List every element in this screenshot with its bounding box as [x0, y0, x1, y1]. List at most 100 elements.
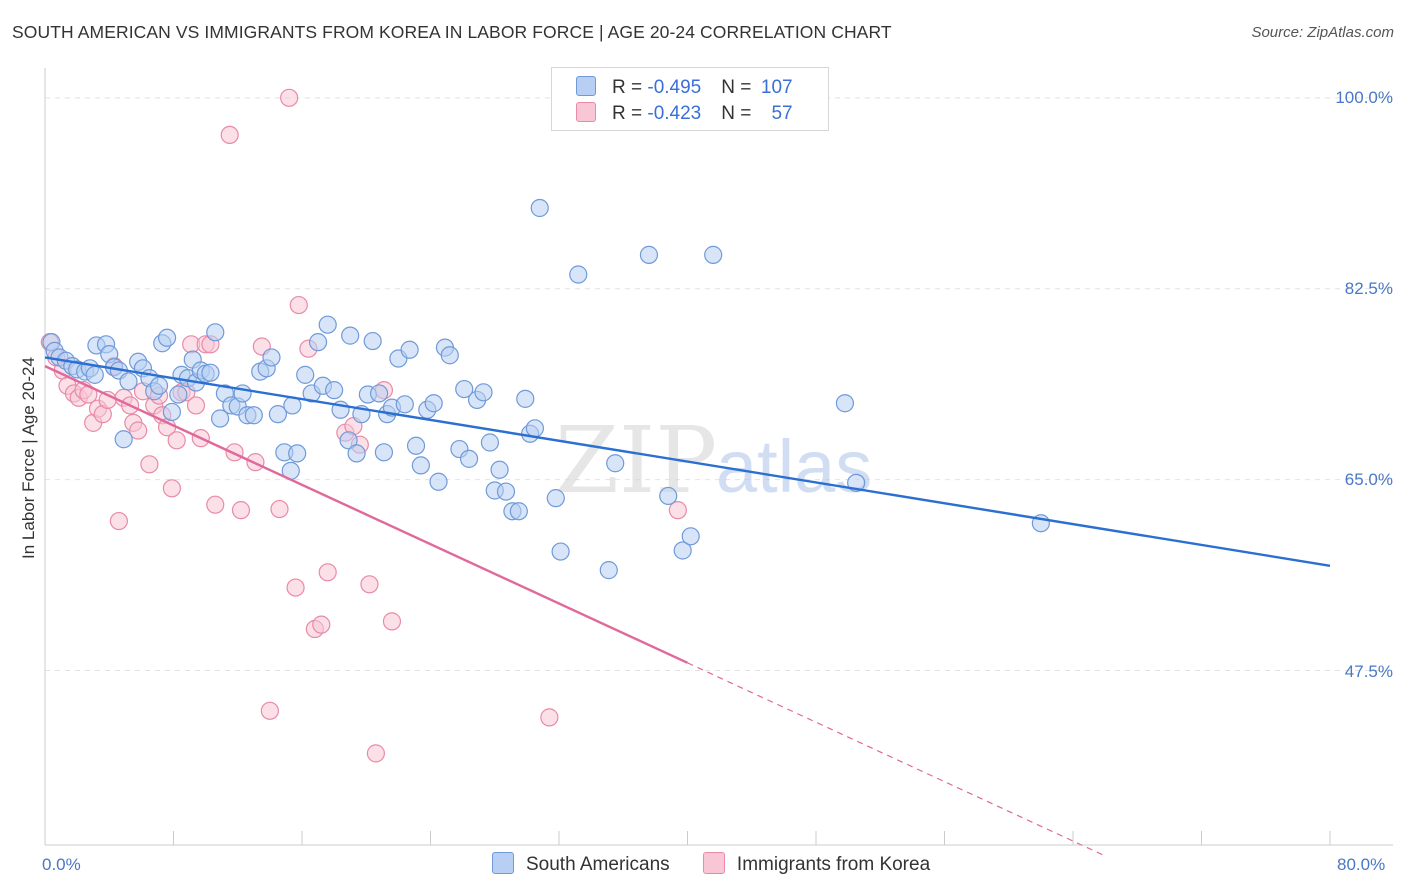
south-americans-point-31 [201, 363, 220, 382]
south-americans-point-68 [406, 436, 426, 455]
south-americans-point-24 [169, 385, 188, 404]
legend-swatch-south-americans [576, 76, 596, 96]
south-americans-point-96 [659, 486, 678, 506]
trend-line-korea [44, 365, 689, 664]
south-americans-point-22 [157, 328, 177, 347]
legend-n-value: 107 [760, 77, 793, 98]
south-americans-point-48 [296, 365, 315, 384]
south-americans-point-80 [480, 433, 500, 452]
trend-line-korea-extrapolated [687, 662, 1106, 857]
south-americans-point-52 [318, 315, 337, 334]
south-americans-point-72 [429, 472, 448, 491]
south-americans-point-67 [400, 340, 419, 359]
south-americans-point-43 [268, 405, 288, 424]
korea-point-34 [220, 125, 239, 145]
south-americans-point-32 [206, 323, 225, 342]
south-americans-point-89 [530, 198, 549, 218]
south-americans-point-85 [509, 502, 528, 521]
correlation-legend: R = -0.495 N = 107 R = -0.423 N = 57 [551, 67, 829, 131]
south-americans-point-76 [455, 379, 474, 399]
tick-labels: 0.0% 80.0% 47.5% 65.0% 82.5% 100.0% [42, 88, 1393, 874]
south-americans-point-97 [673, 541, 692, 560]
south-americans-point-15 [119, 372, 138, 391]
south-americans-point-94 [606, 454, 625, 473]
south-americans-point-100 [835, 394, 855, 413]
trend-lines [44, 356, 1331, 857]
legend-swatch-korea [702, 852, 725, 874]
legend-r-label: R = [612, 103, 648, 124]
south-americans-point-99 [704, 245, 723, 264]
korea-point-43 [289, 295, 308, 315]
y-tick-label-82-5: 82.5% [1345, 279, 1393, 298]
south-americans-point-69 [411, 456, 430, 475]
x-tick-label-min: 0.0% [42, 855, 81, 874]
legend-label-south-americans: South Americans [526, 854, 670, 875]
korea-point-25 [167, 431, 186, 450]
south-americans-point-82 [490, 460, 509, 479]
y-tick-label-47-5: 47.5% [1345, 662, 1393, 681]
korea-point-55 [540, 708, 559, 727]
south-americans-point-83 [496, 482, 516, 501]
korea-point-17 [129, 421, 148, 440]
trend-line-south-americans [44, 356, 1331, 567]
watermark: ZIP atlas [555, 407, 872, 514]
south-americans-point-42 [262, 348, 281, 367]
korea-point-13 [109, 511, 128, 531]
watermark-atlas: atlas [716, 425, 872, 508]
south-americans-point-92 [569, 265, 588, 284]
south-americans-point-66 [395, 395, 414, 414]
south-americans-point-79 [474, 383, 493, 402]
korea-point-47 [318, 563, 337, 582]
south-americans-point-71 [424, 394, 443, 413]
south-americans-point-8 [85, 365, 104, 384]
x-tick-label-max: 80.0% [1337, 855, 1385, 874]
south-americans-point-88 [525, 419, 545, 438]
y-tick-label-65: 65.0% [1345, 470, 1393, 489]
south-americans-point-93 [599, 561, 618, 580]
gridlines [45, 97, 1393, 671]
korea-point-35 [225, 443, 244, 462]
y-axis-label: In Labor Force | Age 20-24 [19, 357, 38, 559]
south-americans-point-98 [681, 527, 700, 546]
south-americans-point-62 [374, 443, 394, 462]
y-tick-label-100: 100.0% [1335, 88, 1393, 107]
south-americans-point-50 [308, 333, 328, 352]
south-americans-point-33 [210, 409, 230, 428]
series-south-americans-points [42, 198, 1050, 580]
legend-n-value: 57 [771, 103, 793, 124]
source-credit: Source: ZipAtlas.com [1251, 24, 1394, 41]
legend-row-south-americans: R = -0.495 N = 107 [576, 76, 793, 100]
axes [44, 68, 1393, 846]
south-americans-point-47 [288, 444, 307, 463]
south-americans-point-14 [114, 430, 133, 449]
south-americans-point-53 [325, 381, 344, 400]
south-americans-point-61 [370, 384, 389, 403]
korea-point-39 [260, 701, 279, 720]
legend-item-south-americans[interactable]: South Americans [492, 852, 670, 876]
south-americans-point-20 [149, 376, 169, 395]
south-americans-point-23 [162, 402, 181, 422]
legend-r-value: -0.495 [647, 77, 702, 98]
korea-point-52 [366, 744, 385, 763]
legend-swatch-korea [576, 102, 596, 122]
legend-item-korea[interactable]: Immigrants from Korea [702, 852, 931, 876]
korea-point-33 [206, 495, 225, 514]
korea-point-29 [186, 396, 206, 415]
korea-point-54 [382, 612, 402, 631]
watermark-zip: ZIP [555, 407, 717, 514]
series-legend: South Americans Immigrants from Korea [492, 852, 958, 876]
korea-point-36 [231, 501, 251, 520]
korea-point-42 [286, 578, 305, 597]
korea-point-46 [312, 615, 331, 634]
south-americans-point-91 [551, 542, 570, 561]
legend-r-label: R = [612, 77, 648, 98]
legend-swatch-south-americans [492, 852, 514, 874]
south-americans-point-39 [244, 406, 263, 425]
korea-point-40 [270, 499, 289, 519]
south-americans-point-60 [363, 331, 382, 351]
korea-point-56 [668, 501, 687, 520]
legend-n-label: N = [721, 103, 757, 124]
legend-row-korea: R = -0.423 N = 57 [576, 102, 793, 126]
legend-label-korea: Immigrants from Korea [736, 854, 931, 875]
